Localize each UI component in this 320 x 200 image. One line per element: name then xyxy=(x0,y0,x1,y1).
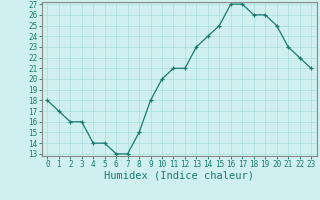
X-axis label: Humidex (Indice chaleur): Humidex (Indice chaleur) xyxy=(104,171,254,181)
